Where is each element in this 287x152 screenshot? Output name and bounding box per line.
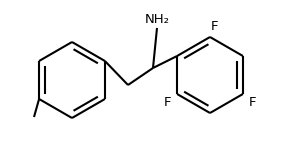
Text: F: F: [210, 21, 218, 33]
Text: F: F: [249, 95, 257, 109]
Text: NH₂: NH₂: [144, 13, 170, 26]
Text: F: F: [163, 95, 171, 109]
